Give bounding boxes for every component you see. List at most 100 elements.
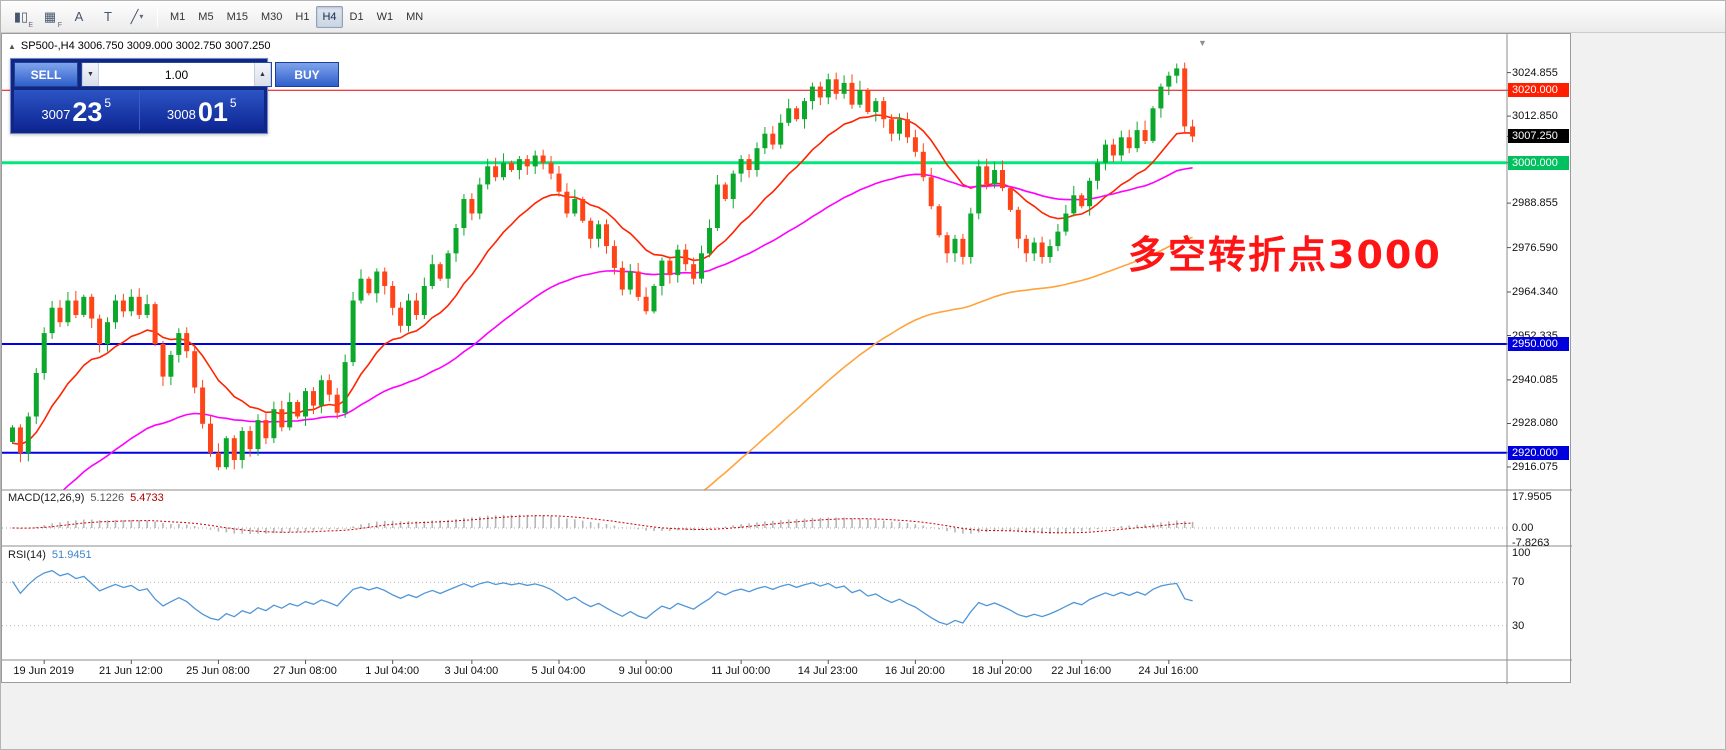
candle-body [794, 108, 800, 120]
timeframe-bar: M1 M5 M15 M30 H1 H4 D1 W1 MN [164, 5, 429, 28]
candle-body [944, 235, 950, 254]
candle-body [905, 119, 910, 138]
candle-body [1150, 108, 1156, 141]
candle-body [429, 264, 435, 286]
candle-body [992, 170, 998, 185]
candle-body [358, 278, 364, 301]
candle-body [936, 206, 942, 236]
price-divider [138, 90, 140, 130]
candle-body [746, 159, 752, 170]
time-axis-label[interactable]: 1 Jul 04:00 [365, 665, 420, 677]
main-pane[interactable] [2, 62, 1507, 684]
symbol-info: ▲ SP500-,H4 3006.750 3009.000 3002.750 3… [8, 40, 270, 52]
timeframe-w1[interactable]: W1 [376, 10, 394, 23]
chart-shift-marker-icon[interactable]: ▼ [1198, 38, 1207, 48]
buy-price[interactable]: 3008 01 5 [140, 90, 265, 130]
time-axis-label[interactable]: 27 Jun 08:00 [273, 665, 337, 677]
trade-panel-prices: 3007 23 5 3008 01 5 [14, 90, 264, 130]
price-axis-tick: 3024.855 [1512, 66, 1558, 79]
candle-body [279, 409, 285, 428]
rsi-line [11, 569, 1193, 626]
timeframe-m15[interactable]: M15 [226, 10, 248, 23]
time-axis-label[interactable]: 16 Jul 20:00 [884, 665, 945, 677]
time-axis-label[interactable]: 22 Jul 16:00 [1051, 665, 1112, 677]
volume-input[interactable] [99, 63, 254, 86]
time-axis-label[interactable]: 14 Jul 23:00 [797, 665, 858, 677]
volume-decrement-button[interactable]: ▼ [82, 63, 99, 86]
time-axis-label[interactable]: 18 Jul 20:00 [972, 665, 1032, 677]
candle-body [287, 402, 293, 428]
timeframe-d1[interactable]: D1 [349, 10, 364, 23]
price-line-badge: 3000.000 [1508, 155, 1569, 170]
font-icon[interactable]: A [65, 5, 93, 29]
candle-body [580, 199, 586, 221]
candle-body [73, 300, 79, 315]
timeframe-h4[interactable]: H4 [316, 5, 343, 28]
candle-body [105, 322, 110, 344]
candle-body [413, 300, 419, 315]
candle-body [318, 380, 324, 406]
timeframe-mn[interactable]: MN [406, 10, 424, 23]
timeframe-m5[interactable]: M5 [198, 10, 214, 23]
candle-body [857, 90, 863, 105]
time-axis-label[interactable]: 11 Jul 00:00 [711, 665, 771, 677]
chart-window[interactable]: ▲ SP500-,H4 3006.750 3009.000 3002.750 3… [1, 33, 1572, 684]
time-axis-label[interactable]: 19 Jun 2019 [13, 665, 74, 677]
price-line-badge: 3007.250 [1508, 129, 1569, 144]
candle-body [342, 362, 348, 413]
chart-canvas[interactable] [2, 34, 1572, 684]
symbol-ohlc-text: SP500-,H4 3006.750 3009.000 3002.750 300… [20, 40, 271, 52]
candle-body [556, 173, 562, 192]
time-axis-label[interactable]: 24 Jul 16:00 [1138, 665, 1199, 677]
candle-body [1071, 195, 1077, 214]
candle-body [1055, 231, 1061, 247]
candle-body [762, 133, 768, 149]
timeframe-h1[interactable]: H1 [295, 10, 310, 23]
sell-button[interactable]: SELL [14, 62, 78, 87]
candle-body [1110, 144, 1116, 156]
volume-increment-button[interactable]: ▲ [254, 63, 271, 86]
candle-body [493, 166, 499, 178]
buy-button[interactable]: BUY [275, 62, 339, 87]
indicator-chart-icon[interactable]: ▮▯ E [7, 5, 35, 29]
candle-body [303, 391, 308, 417]
time-axis-label[interactable]: 25 Jun 08:00 [186, 665, 250, 677]
candle-body [366, 278, 372, 294]
trade-panel-controls: SELL ▼ ▲ BUY [14, 62, 339, 87]
collapse-arrow-icon[interactable]: ▲ [8, 41, 16, 51]
candle-body [912, 137, 918, 152]
price-axis-tick: 2964.340 [1512, 285, 1558, 298]
text-label-icon[interactable]: T [94, 5, 122, 29]
line-tools-icon[interactable]: ╱ ▾ [123, 5, 151, 29]
price-axis-tick: 2988.855 [1512, 197, 1558, 210]
candle-body [540, 155, 546, 163]
timeframe-m1[interactable]: M1 [170, 10, 186, 23]
time-axis-label[interactable]: 9 Jul 00:00 [618, 665, 673, 677]
candle-body [984, 166, 990, 185]
candle-body [374, 271, 380, 294]
timeframe-m30[interactable]: M30 [260, 10, 283, 23]
rsi-name: RSI(14) [8, 549, 46, 561]
candle-body [1015, 209, 1021, 239]
sell-price-sup: 5 [104, 96, 112, 110]
candle-body [1166, 75, 1172, 87]
time-axis-label[interactable]: 3 Jul 04:00 [444, 665, 499, 677]
candle-body [17, 427, 23, 453]
grid-icon[interactable]: ▦ F [36, 5, 64, 29]
time-axis-label[interactable]: 5 Jul 04:00 [531, 665, 586, 677]
candle-body [1118, 137, 1124, 156]
sell-price[interactable]: 3007 23 5 [14, 90, 139, 130]
candle-body [89, 296, 95, 319]
rsi-scale-label: 100 [1512, 547, 1531, 559]
candle-body [49, 307, 55, 334]
candle-body [231, 438, 237, 460]
candle-body [477, 184, 483, 214]
candle-body [136, 296, 142, 315]
macd-pane[interactable] [2, 514, 1507, 534]
candle-body [714, 184, 720, 228]
rsi-pane[interactable] [2, 569, 1507, 627]
time-axis-label[interactable]: 21 Jun 12:00 [98, 665, 163, 677]
candle-body [10, 427, 15, 442]
candle-body [334, 394, 340, 413]
macd-label: MACD(12,26,9) 5.1226 5.4733 [8, 492, 164, 504]
